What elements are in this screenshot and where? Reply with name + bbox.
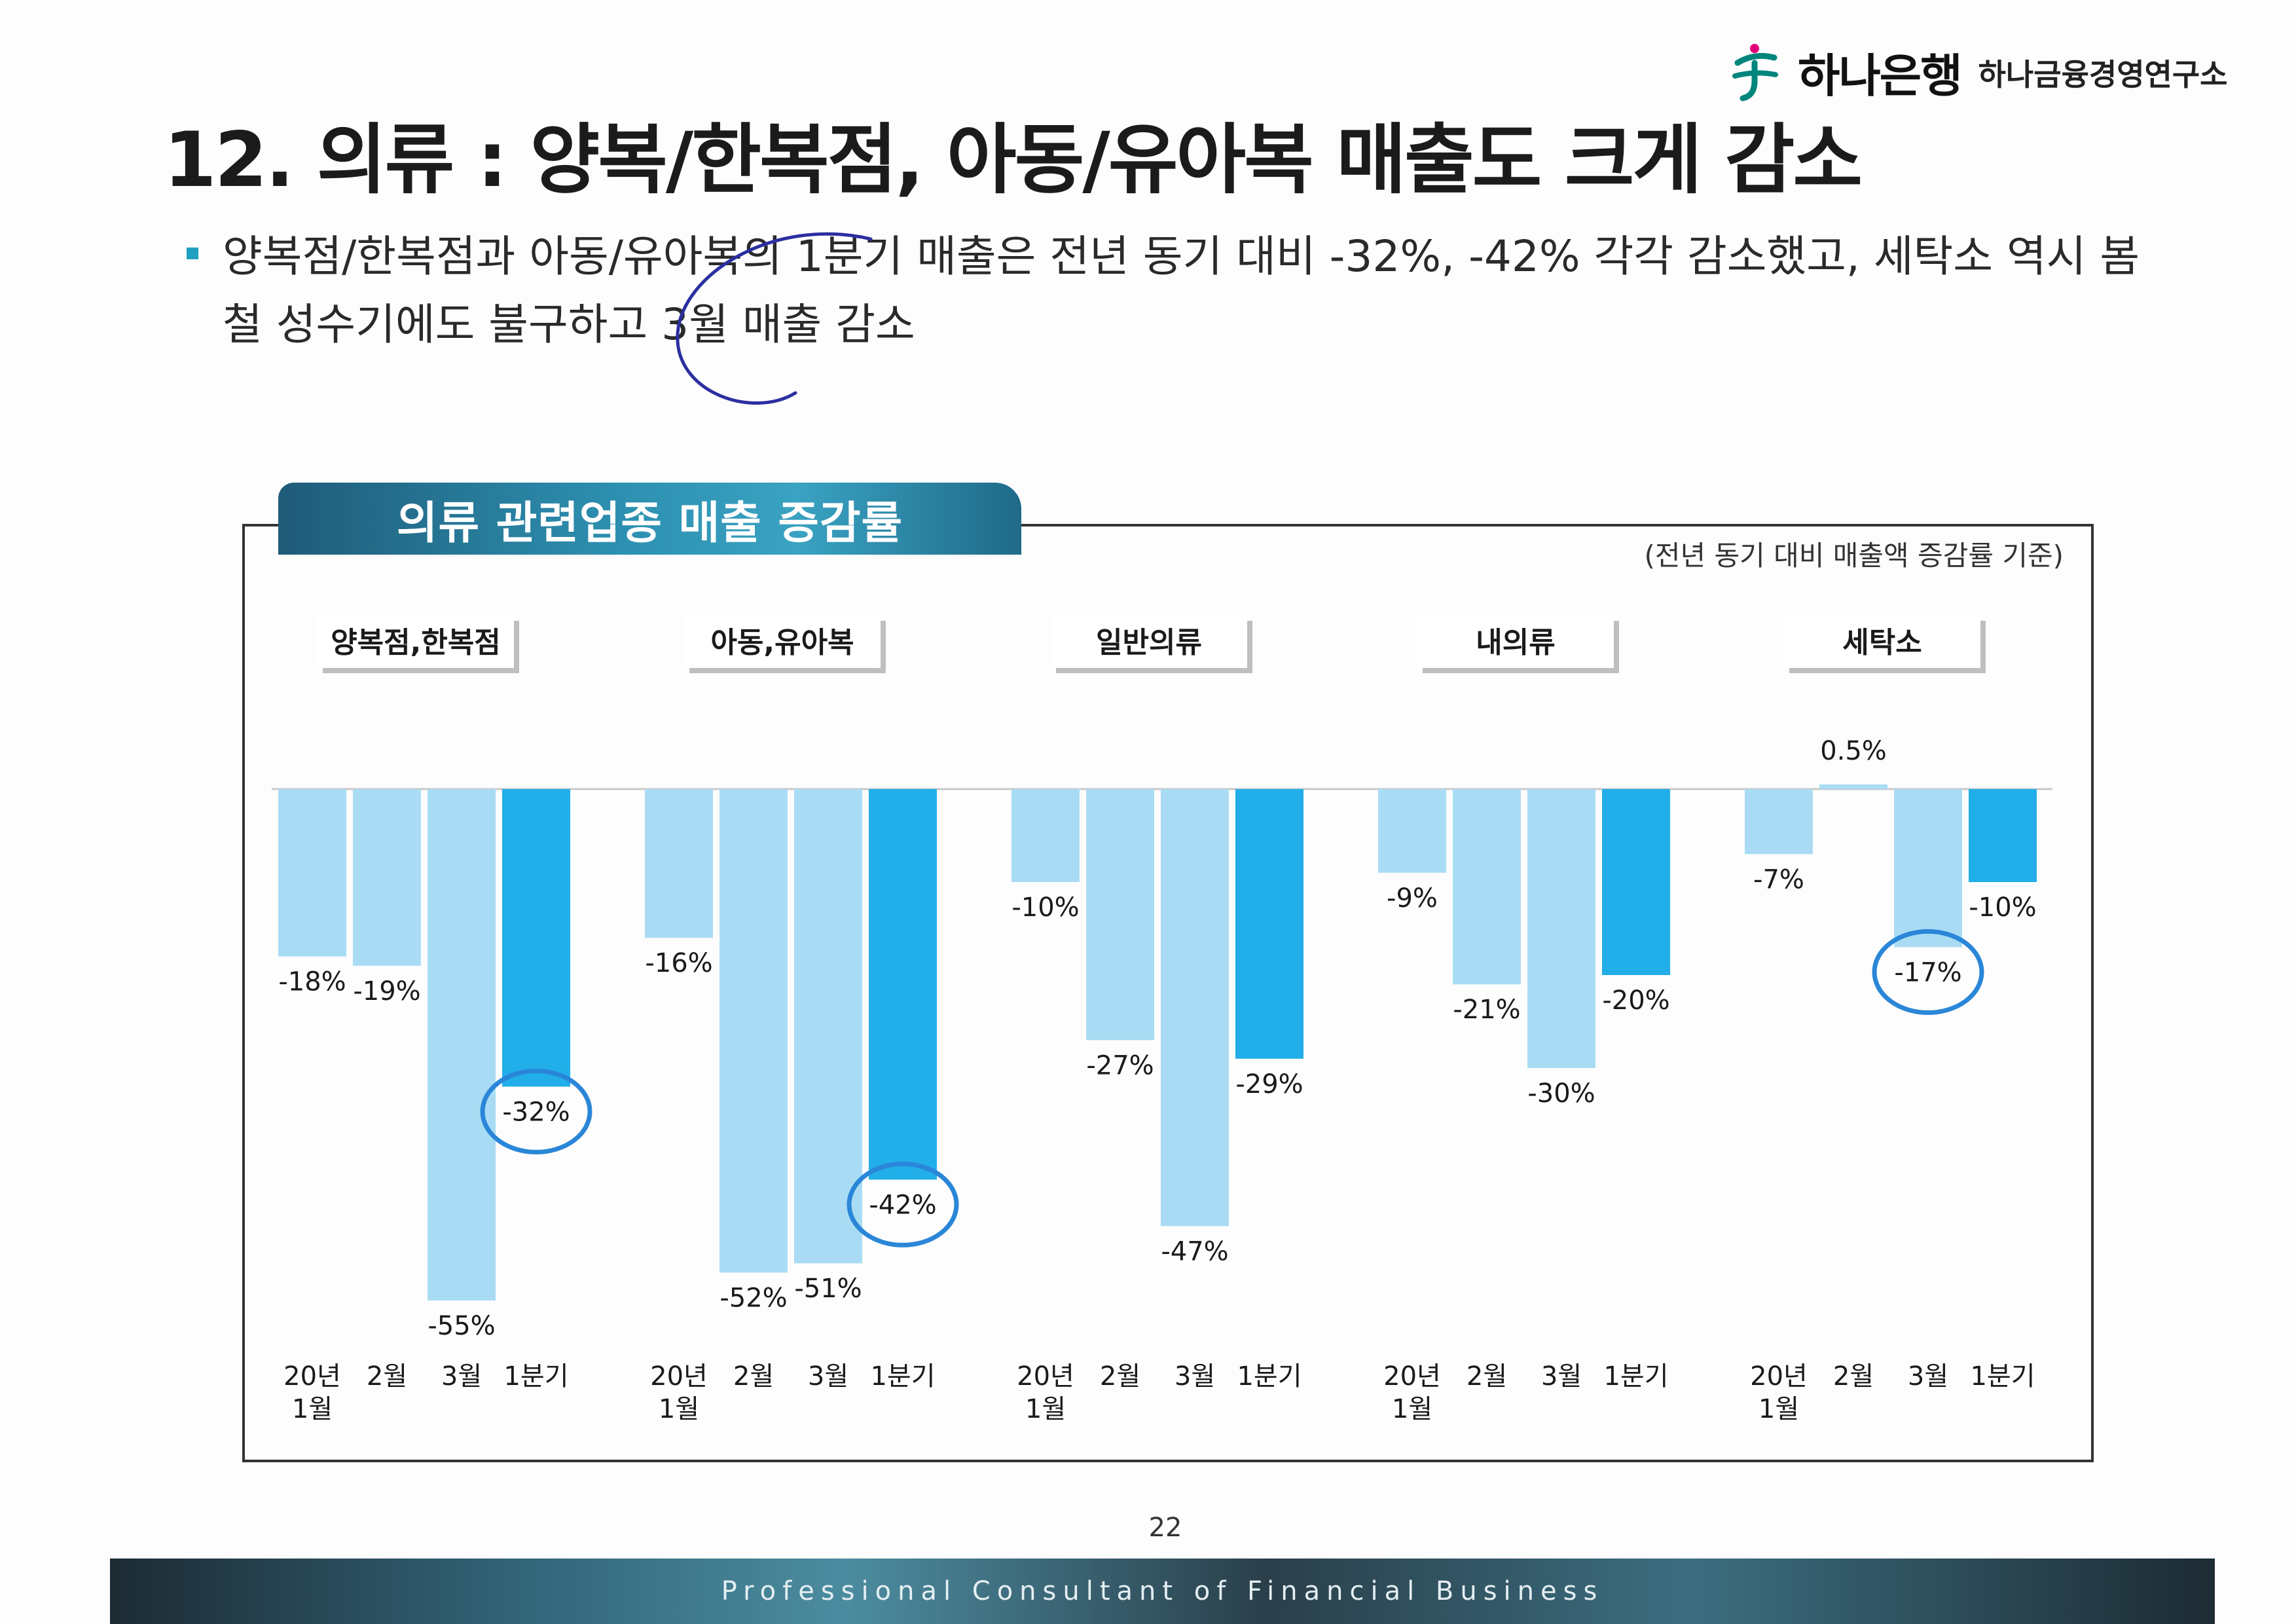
bank-name: 하나은행 [1798,49,1963,103]
group-3-xlabel-1-line1: 20년 [1017,1361,1074,1392]
group-4-header-box [1417,616,1614,668]
group-3-header-label: 일반의류 [1096,626,1202,659]
pen-circle-1 [480,1068,592,1154]
group-3-value-label-3: -47% [1161,1236,1228,1266]
group-4-value-label-4: -20% [1602,986,1669,1016]
group-3-xlabel-4: 1분기 [1237,1361,1302,1392]
group-5-value-label-3: -17% [1894,957,1961,987]
institute-name: 하나금융경영연구소 [1978,56,2228,92]
group-2-xlabel-1-line2: 1월 [659,1394,699,1424]
chart-note: (전년 동기 대비 매출액 증감률 기준) [1644,540,2064,572]
group-2-header-box [684,616,881,668]
group-2-xlabel-4: 1분기 [870,1361,935,1392]
group-2-value-label-4: -42% [869,1190,936,1220]
group-5-xlabel-1-line2: 1월 [1758,1394,1799,1424]
group-2-bar-4 [869,789,937,1180]
group-3-bar-2 [1086,789,1154,1041]
group-5-header-box [1784,616,1980,668]
group-1-header-label: 양복점,한복점 [331,626,501,659]
footer-tagline: Professional Consultant of Financial Bus… [721,1576,1604,1606]
group-5-xlabel-3: 3월 [1908,1361,1948,1392]
group-2-bar-2 [720,789,788,1273]
group-2-bar-3 [794,789,862,1264]
group-4-header-label: 내의류 [1476,626,1555,659]
group-4-xlabel-2: 2월 [1467,1361,1507,1392]
footer-banner: Professional Consultant of Financial Bus… [110,1559,2215,1624]
page-title: 12. 의류 : 양복/한복점, 아동/유아복 매출도 크게 감소 [164,116,1863,204]
group-2-value-label-3: -51% [794,1274,862,1304]
group-4-value-label-3: -30% [1527,1079,1595,1109]
group-5-xlabel-4: 1분기 [1970,1361,2035,1392]
group-4-bar-2 [1453,789,1521,985]
sales-change-chart: 양복점,한복점-18%20년1월-19%2월-55%3월-32%1분기아동,유아… [272,616,2052,1424]
group-3-value-label-2: -27% [1086,1050,1154,1080]
group-1-xlabel-3: 3월 [441,1361,482,1392]
group-1-value-label-1: -18% [278,967,346,997]
group-5-bar-1 [1745,789,1813,855]
group-1-bar-2 [353,789,421,966]
group-1-xlabel-4: 1분기 [503,1361,568,1392]
group-1-value-label-3: -55% [428,1311,495,1341]
group-1-value-label-2: -19% [353,976,420,1006]
group-3-bar-3 [1161,789,1229,1227]
group-5-bar-4 [1969,789,2037,882]
group-4-bar-1 [1378,789,1446,873]
group-1-xlabel-1-line1: 20년 [283,1361,341,1392]
group-3-value-label-4: -29% [1235,1069,1303,1099]
group-5-xlabel-2: 2월 [1833,1361,1874,1392]
group-5-bar-3 [1894,789,1962,948]
group-3-xlabel-3: 3월 [1175,1361,1215,1392]
chart-title-tab: 의류 관련업종 매출 증감률 [278,483,1021,555]
group-2-bar-1 [645,789,713,938]
page-number: 22 [1148,1513,1182,1543]
brand-logo: 하나은행 하나금융경영연구소 [1728,39,2228,105]
group-5-value-label-1: -7% [1753,864,1804,895]
group-3-xlabel-1-line2: 1월 [1025,1394,1066,1424]
group-4-value-label-1: -9% [1387,883,1438,913]
group-5-value-label-2: 0.5% [1820,736,1887,766]
group-5-xlabel-1-line1: 20년 [1750,1361,1808,1392]
group-2-value-label-1: -16% [645,948,712,978]
group-2-xlabel-1-line1: 20년 [650,1361,708,1392]
summary-bullet: 양복점/한복점과 아동/유아복의 1분기 매출은 전년 동기 대비 -32%, … [223,231,2140,350]
group-5-bar-2 [1819,784,1887,789]
group-5-header-label: 세탁소 [1842,626,1922,659]
group-1-header-box [318,616,514,668]
group-2-header-label: 아동,유아복 [710,626,854,659]
group-4-xlabel-1-line1: 20년 [1383,1361,1441,1392]
group-4-xlabel-3: 3월 [1541,1361,1582,1392]
group-4-xlabel-4: 1분기 [1603,1361,1668,1392]
group-2-xlabel-2: 2월 [733,1361,774,1392]
group-4-xlabel-1-line2: 1월 [1392,1394,1432,1424]
group-4-bar-3 [1527,789,1595,1068]
hana-logo-icon [1732,43,1778,101]
group-3-bar-4 [1235,789,1303,1059]
group-3-header-box [1051,616,1247,668]
group-3-xlabel-2: 2월 [1100,1361,1140,1392]
group-2-xlabel-3: 3월 [808,1361,848,1392]
group-4-bar-4 [1602,789,1670,975]
bullet-square-icon [187,248,198,259]
group-1-xlabel-2: 2월 [367,1361,407,1392]
group-2-value-label-2: -52% [720,1283,787,1313]
group-3-value-label-1: -10% [1011,893,1079,923]
group-1-bar-4 [502,789,570,1087]
group-5-value-label-4: -10% [1969,893,2036,923]
group-1-bar-1 [278,789,346,957]
pen-circle-2 [847,1161,959,1247]
group-1-value-label-4: -32% [502,1097,570,1127]
group-1-xlabel-1-line2: 1월 [292,1394,333,1424]
group-1-bar-3 [428,789,496,1301]
group-3-bar-1 [1011,789,1080,882]
pen-circle-3 [1872,929,1984,1015]
group-4-value-label-2: -21% [1453,995,1520,1025]
